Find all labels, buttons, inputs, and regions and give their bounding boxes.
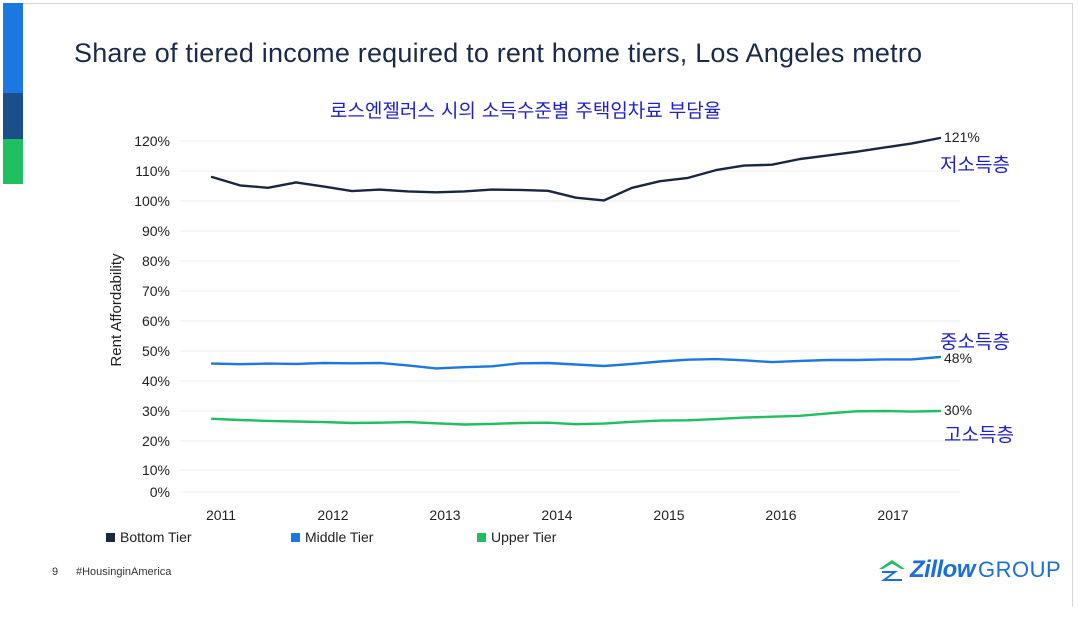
page-number: 9 — [52, 566, 59, 578]
legend-swatch-upper — [477, 533, 486, 542]
chart-gridlines — [180, 140, 960, 493]
x-tick-label: 2011 — [206, 507, 236, 523]
chart-legend: Bottom Tier Middle Tier Upper Tier — [106, 529, 557, 545]
y-tick-label: 0% — [150, 484, 170, 500]
x-tick-label: 2012 — [317, 507, 348, 523]
accent-bar-navy — [3, 93, 23, 139]
upper-end-label: 30% — [944, 402, 972, 418]
y-axis-ticks: 0% 10% 20% 30% 40% 50% 60% 70% 80% 90% 100% 110% 120… — [134, 133, 170, 500]
upper-tier-korean-label: 고소득층 — [944, 424, 1014, 446]
legend-label-upper: Upper Tier — [491, 529, 557, 545]
series-line-upper — [210, 409, 942, 426]
x-axis-ticks: 2011 2012 2013 2014 2015 2016 2017 — [206, 507, 909, 523]
x-tick-label: 2014 — [541, 507, 572, 523]
korean-subtitle: 로스엔젤러스 시의 소득수준별 주택임차료 부담율 — [330, 100, 722, 122]
x-tick-label: 2016 — [765, 507, 796, 523]
slide-frame — [3, 3, 1073, 607]
middle-tier-korean-label: 중소득층 — [940, 331, 1010, 353]
chart-series — [210, 136, 942, 426]
y-tick-label: 20% — [142, 433, 170, 449]
zillow-group-logo: Zillow GROUP — [876, 556, 1061, 584]
x-tick-label: 2015 — [653, 507, 684, 523]
y-tick-label: 110% — [135, 163, 170, 179]
series-line-middle — [210, 355, 942, 370]
slide-title: Share of tiered income required to rent … — [74, 38, 923, 68]
y-tick-label: 100% — [134, 193, 170, 209]
logo-wordmark: Zillow — [910, 556, 976, 583]
middle-end-label: 48% — [944, 350, 972, 366]
series-line-bottom — [210, 136, 942, 202]
y-tick-label: 70% — [142, 283, 170, 299]
y-tick-label: 60% — [142, 313, 170, 329]
y-tick-label: 120% — [134, 133, 170, 149]
y-tick-label: 30% — [142, 403, 170, 419]
accent-bar-blue — [3, 3, 23, 93]
y-axis-label: Rent Affordability — [108, 253, 125, 367]
accent-bar-green — [3, 139, 23, 184]
x-tick-label: 2013 — [429, 507, 460, 523]
y-tick-label: 80% — [142, 253, 170, 269]
logo-group-text: GROUP — [978, 557, 1062, 582]
legend-swatch-bottom — [106, 533, 115, 542]
legend-label-middle: Middle Tier — [305, 529, 374, 545]
x-tick-label: 2017 — [877, 507, 908, 523]
legend-label-bottom: Bottom Tier — [120, 529, 192, 545]
bottom-tier-korean-label: 저소득층 — [940, 154, 1010, 176]
y-tick-label: 40% — [142, 373, 170, 389]
y-tick-label: 10% — [142, 462, 170, 478]
legend-swatch-middle — [291, 533, 300, 542]
bottom-end-label: 121% — [944, 129, 980, 145]
y-tick-label: 50% — [142, 343, 170, 359]
hashtag: #HousinginAmerica — [76, 566, 172, 578]
y-tick-label: 90% — [142, 223, 170, 239]
zillow-house-icon — [879, 560, 905, 581]
